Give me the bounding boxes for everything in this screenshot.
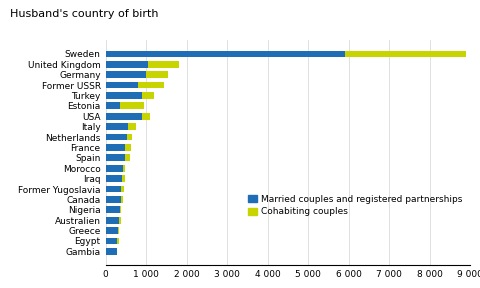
Bar bbox=[106, 82, 138, 88]
Bar bbox=[345, 50, 467, 57]
Bar bbox=[106, 103, 120, 109]
Bar bbox=[148, 61, 179, 68]
Bar bbox=[122, 175, 125, 182]
Bar bbox=[118, 227, 120, 234]
Bar bbox=[125, 144, 131, 151]
Bar bbox=[138, 82, 164, 88]
Bar bbox=[117, 238, 119, 244]
Bar bbox=[121, 196, 123, 203]
Bar bbox=[119, 217, 120, 223]
Bar bbox=[106, 71, 146, 78]
Bar bbox=[106, 92, 142, 99]
Bar bbox=[106, 165, 123, 172]
Bar bbox=[106, 113, 142, 120]
Bar bbox=[106, 154, 125, 161]
Text: Husband's country of birth: Husband's country of birth bbox=[10, 9, 158, 19]
Bar bbox=[127, 134, 132, 141]
Bar bbox=[120, 206, 121, 213]
Bar bbox=[142, 92, 154, 99]
Bar bbox=[106, 186, 121, 192]
Bar bbox=[125, 154, 130, 161]
Bar bbox=[106, 144, 125, 151]
Bar bbox=[128, 123, 136, 130]
Bar bbox=[106, 134, 127, 141]
Bar bbox=[106, 248, 117, 255]
Bar bbox=[120, 103, 144, 109]
Legend: Married couples and registered partnerships, Cohabiting couples: Married couples and registered partnersh… bbox=[245, 191, 466, 220]
Bar bbox=[123, 165, 125, 172]
Bar bbox=[106, 227, 118, 234]
Bar bbox=[106, 50, 345, 57]
Bar bbox=[106, 175, 122, 182]
Bar bbox=[106, 61, 148, 68]
Bar bbox=[146, 71, 168, 78]
Bar bbox=[106, 196, 121, 203]
Bar bbox=[106, 123, 128, 130]
Bar bbox=[121, 186, 124, 192]
Bar bbox=[106, 206, 120, 213]
Bar bbox=[142, 113, 150, 120]
Bar bbox=[106, 238, 117, 244]
Bar bbox=[106, 217, 119, 223]
